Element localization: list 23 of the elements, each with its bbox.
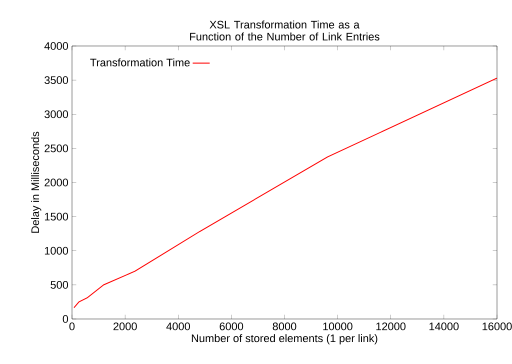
x-tick-label: 10000 (323, 322, 352, 330)
legend-label: Transformation Time (90, 58, 190, 66)
y-tick-label: 1000 (44, 246, 68, 255)
y-tick-label: 3000 (44, 110, 68, 118)
y-tick-label: 500 (50, 281, 68, 289)
x-tick-label: 8000 (272, 322, 296, 330)
x-axis-title: Number of stored elements (1 per link) (192, 334, 378, 344)
line-series (73, 78, 498, 308)
x-tick-label: 2000 (113, 322, 137, 330)
chart-title: XSL Transformation Time as a Function of the Number of Link Entries (190, 20, 380, 40)
x-tick-label: 4000 (166, 322, 190, 330)
y-tick-label: 2000 (44, 178, 68, 186)
y-tick-label: 4000 (44, 42, 68, 50)
y-tick-label: 2500 (44, 144, 68, 152)
x-tick-label: 14000 (429, 322, 459, 330)
x-tick-label: 16000 (482, 322, 512, 330)
x-tick-label: 0 (69, 322, 75, 330)
y-tick-label: 1500 (44, 212, 68, 221)
x-tick-label: 6000 (220, 322, 244, 330)
y-tick-label: 0 (62, 315, 68, 323)
y-tick-label: 3500 (44, 76, 68, 84)
x-tick-label: 12000 (376, 322, 406, 330)
y-axis-title: Delay in Milliseconds (31, 132, 42, 233)
